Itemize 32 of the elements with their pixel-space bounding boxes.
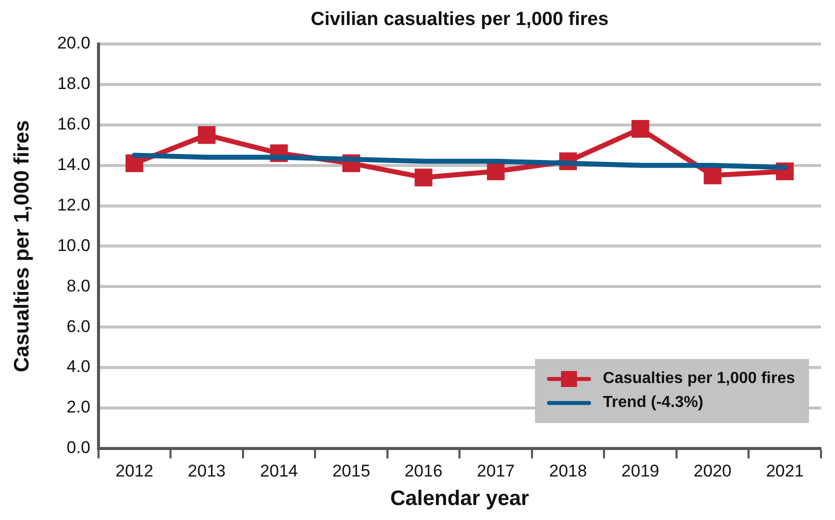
legend-label: Casualties per 1,000 fires	[602, 370, 795, 388]
y-tick-label: 2.0	[66, 398, 90, 417]
y-tick-label: 16.0	[57, 114, 90, 134]
y-tick-label: 12.0	[57, 195, 90, 214]
y-tick-label: 20.0	[57, 34, 90, 53]
x-tick-label: 2015	[332, 461, 370, 480]
x-tick-label: 2012	[116, 461, 154, 480]
y-tick-label: 10.0	[57, 236, 90, 255]
point	[704, 166, 722, 184]
point	[414, 168, 432, 186]
x-tick-label: 2020	[694, 461, 732, 480]
y-tick-label: 0.0	[66, 438, 90, 458]
x-tick-label: 2013	[188, 461, 226, 480]
y-tick-label: 8.0	[66, 276, 90, 296]
y-tick-label: 14.0	[57, 155, 90, 174]
point	[198, 126, 216, 144]
x-tick-label: 2018	[549, 461, 587, 480]
point	[126, 154, 144, 172]
x-axis-title: Calendar year	[390, 487, 530, 510]
x-tick-label: 2017	[476, 461, 515, 480]
y-tick-label: 18.0	[57, 74, 90, 94]
x-tick-label: 2021	[766, 461, 804, 480]
y-axis-title: Casualties per 1,000 fires	[10, 120, 34, 372]
legend-label: Trend (-4.3%)	[602, 394, 704, 412]
point	[486, 162, 505, 180]
x-tick-label: 2016	[404, 461, 442, 480]
y-tick-label: 6.0	[66, 316, 90, 336]
chart-title: Civilian casualties per 1,000 fires	[310, 9, 609, 30]
point	[631, 120, 650, 138]
x-tick-label: 2019	[621, 461, 660, 480]
y-tick-label: 4.0	[66, 357, 90, 376]
x-tick-label: 2014	[260, 461, 298, 480]
